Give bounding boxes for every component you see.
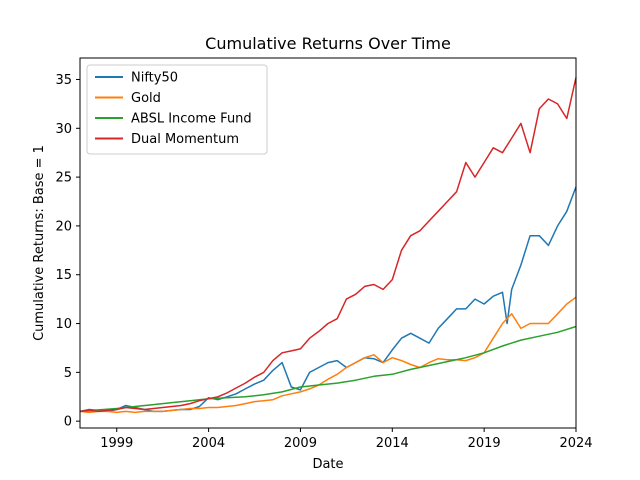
x-axis: 1999 2004 2009 2014 2019 2024 xyxy=(100,428,593,451)
legend-label-0: Nifty50 xyxy=(131,71,178,86)
legend: Nifty50 Gold ABSL Income Fund Dual Momentum xyxy=(86,64,268,155)
legend-box xyxy=(86,64,268,155)
y-axis-label: Cumulative Returns: Base = 1 xyxy=(32,145,47,341)
x-axis-label: Date xyxy=(312,457,343,472)
chart-title: Cumulative Returns Over Time xyxy=(205,34,451,53)
plot-area xyxy=(79,77,577,414)
series-line-3 xyxy=(79,77,577,413)
y-tick-label: 0 xyxy=(64,415,72,430)
legend-label-2: ABSL Income Fund xyxy=(131,112,252,127)
legend-label-3: Dual Momentum xyxy=(131,132,239,147)
y-tick-label: 10 xyxy=(55,317,72,332)
y-axis: 0 5 10 15 20 25 30 35 xyxy=(55,73,80,430)
x-tick-label: 2014 xyxy=(376,436,409,451)
x-tick-label: 2019 xyxy=(468,436,501,451)
y-tick-label: 25 xyxy=(55,171,72,186)
legend-label-1: Gold xyxy=(131,91,161,106)
y-tick-label: 5 xyxy=(64,366,72,381)
y-tick-label: 35 xyxy=(55,73,72,88)
series-line-2 xyxy=(79,325,577,413)
series-line-1 xyxy=(79,296,577,414)
x-tick-label: 1999 xyxy=(100,436,133,451)
x-tick-label: 2004 xyxy=(192,436,225,451)
x-tick-label: 2024 xyxy=(559,436,592,451)
x-tick-label: 2009 xyxy=(284,436,317,451)
axes-frame xyxy=(79,57,577,429)
y-tick-label: 20 xyxy=(55,219,72,234)
y-tick-label: 15 xyxy=(55,268,72,283)
y-tick-label: 30 xyxy=(55,122,72,137)
